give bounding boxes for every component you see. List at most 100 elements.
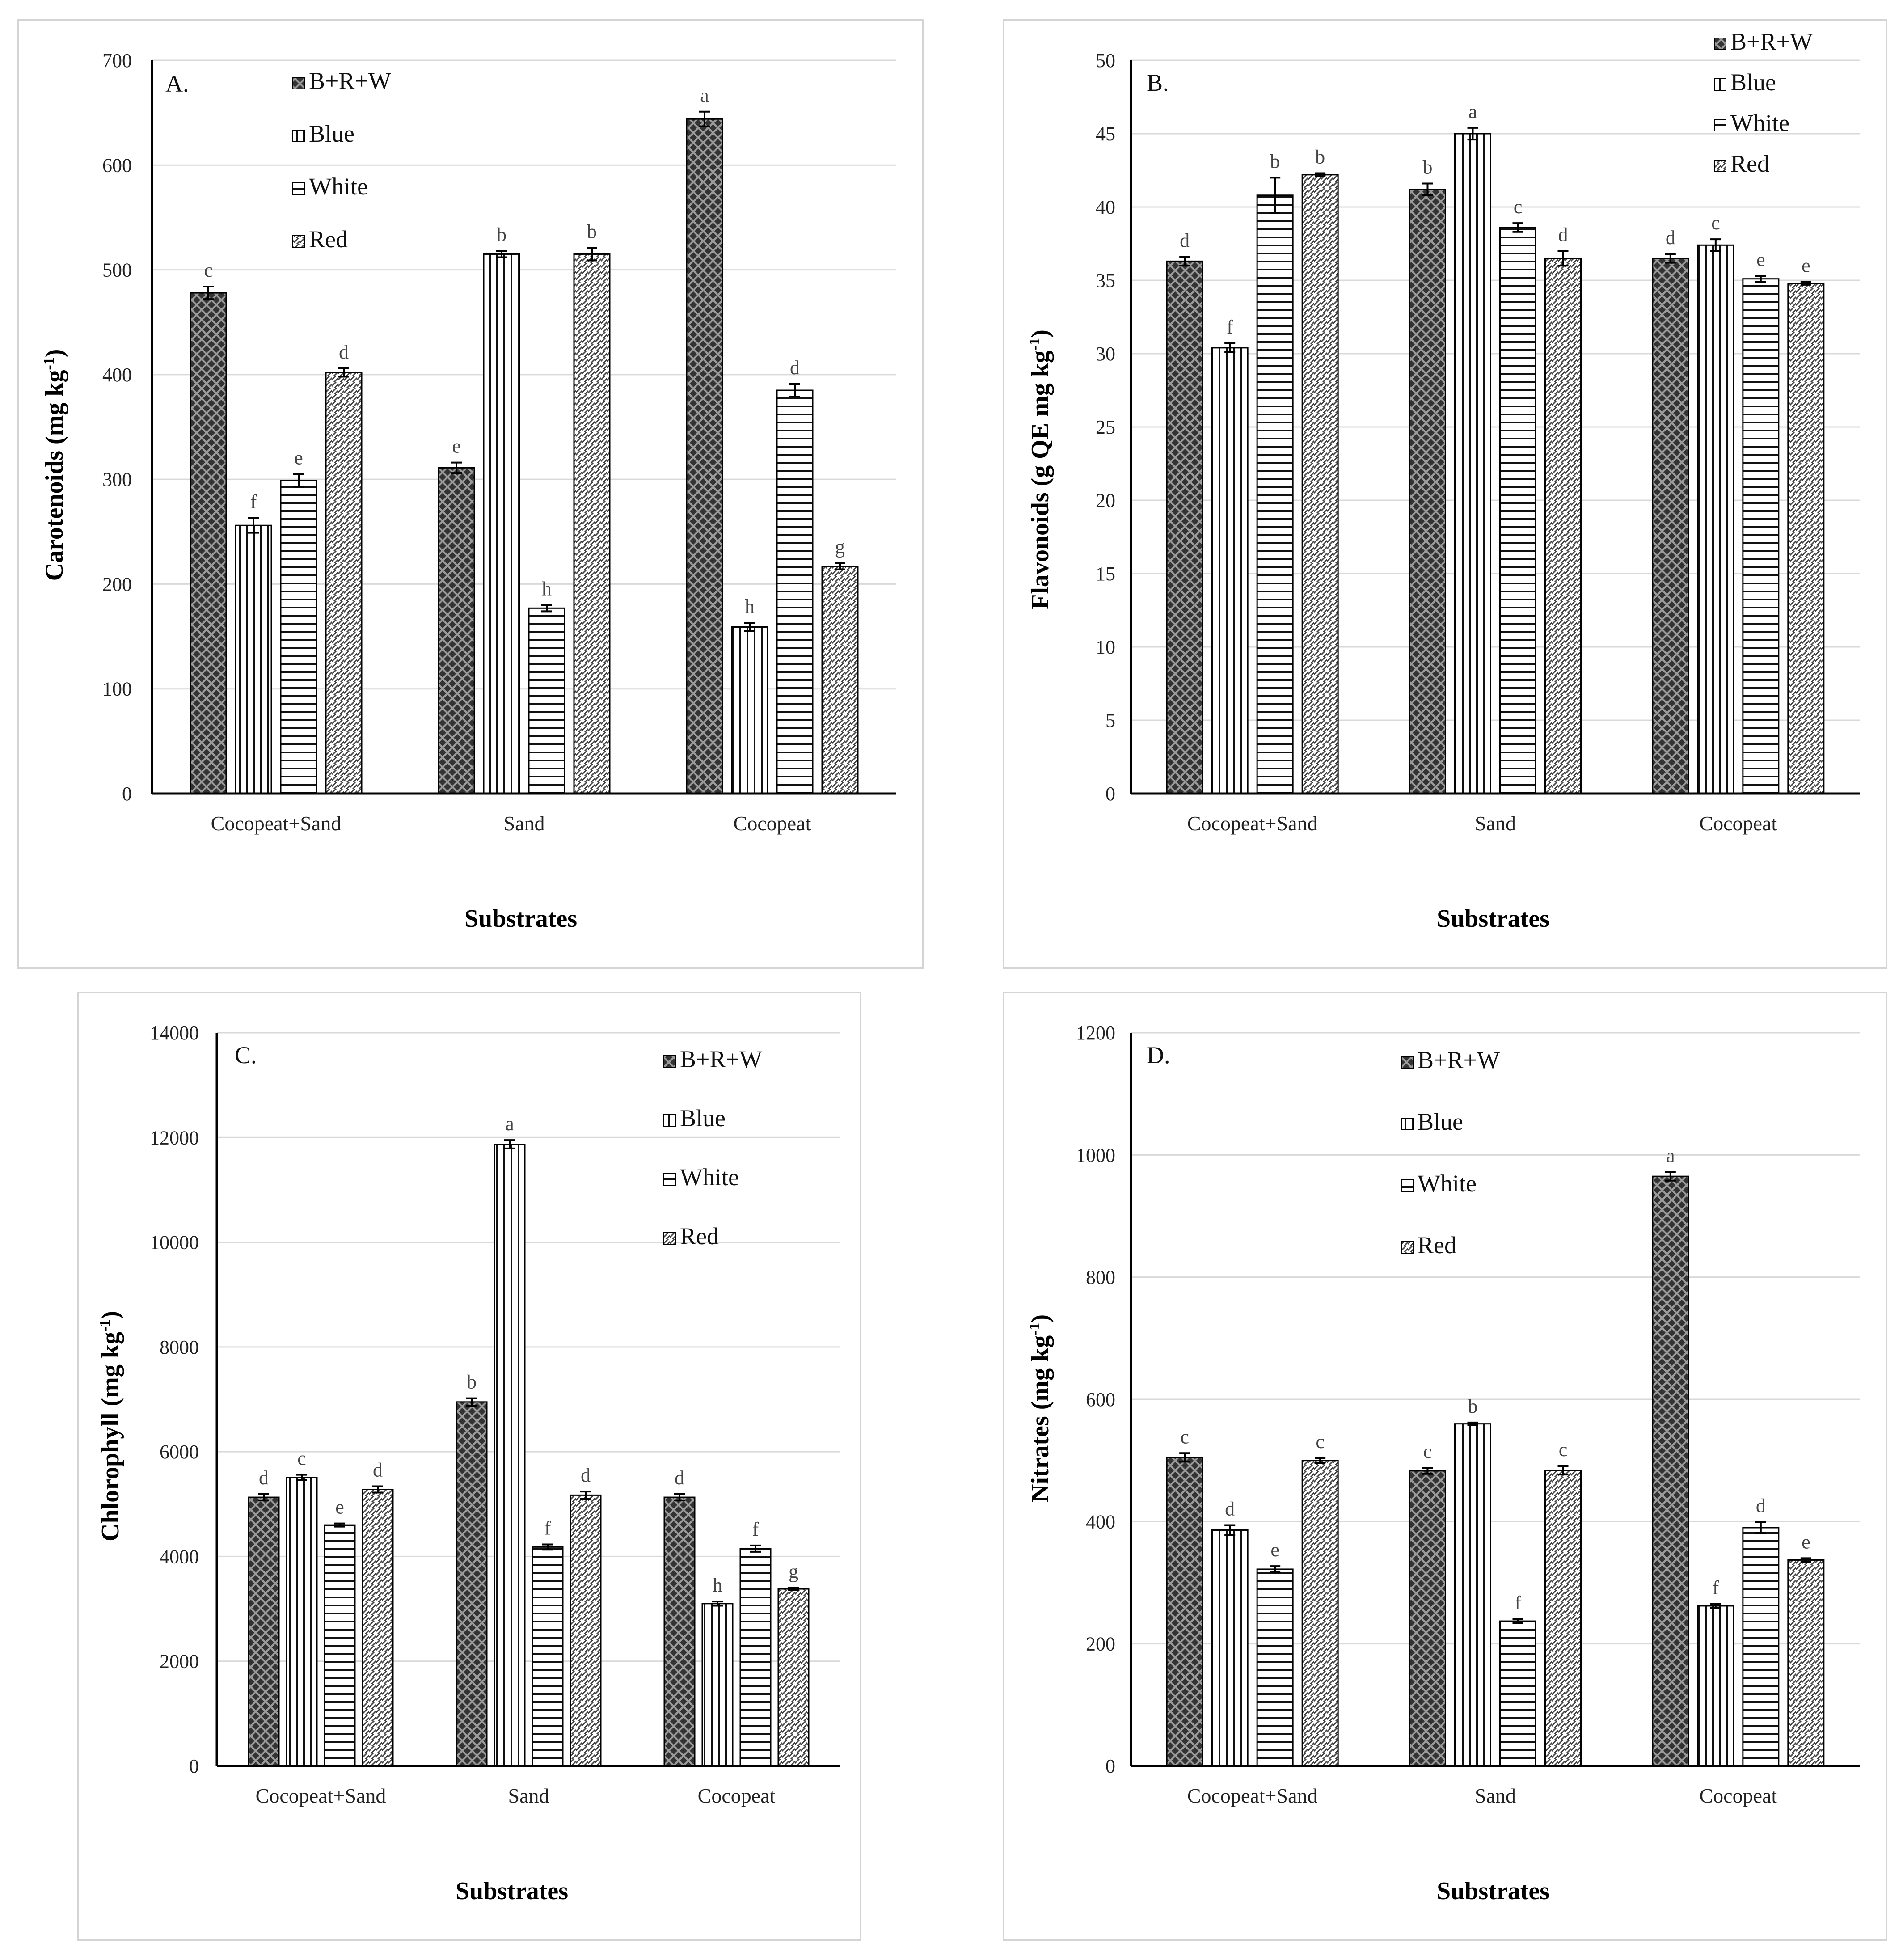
significance-letter: f <box>752 1518 759 1540</box>
y-axis-title-main: Carotenoids (mg kg <box>41 370 68 581</box>
y-axis-title-sup: -1 <box>41 357 57 370</box>
significance-letter: a <box>1666 1145 1675 1167</box>
legend: B+R+W Blue White Red <box>292 68 391 253</box>
y-tick-label: 1000 <box>1076 1144 1115 1166</box>
legend-label: Blue <box>1730 69 1776 96</box>
y-tick-label: 400 <box>102 364 132 386</box>
legend-label: Blue <box>309 120 354 147</box>
significance-letter: d <box>1225 1498 1235 1520</box>
y-ticks: 0 200 400 600 800 1000 1200 <box>1076 1022 1115 1777</box>
significance-letter: a <box>1468 101 1477 122</box>
significance-letter: f <box>1713 1577 1719 1599</box>
y-tick-label: 6000 <box>160 1441 199 1463</box>
bar <box>1454 1423 1491 1767</box>
bar <box>663 1496 696 1767</box>
bar <box>1166 1457 1203 1767</box>
bar <box>1787 1559 1825 1767</box>
chart-panel-b: 0 5 10 15 20 25 30 35 40 45 50 d f b b b a c d d c e e Cocope… <box>1003 19 1887 969</box>
y-axis-title: Chlorophyll (mg kg-1) <box>97 1311 124 1542</box>
legend-label: B+R+W <box>309 68 391 94</box>
significance-letter: c <box>1514 196 1523 218</box>
y-tick-label: 0 <box>122 783 132 805</box>
y-axis-title-main: Nitrates (mg kg <box>1026 1335 1054 1502</box>
bar <box>362 1488 394 1767</box>
legend-label: Red <box>680 1223 719 1250</box>
bar <box>1211 347 1249 794</box>
bar <box>280 479 317 794</box>
legend-swatch <box>292 235 305 248</box>
significance-letter: e <box>1756 249 1765 270</box>
legend-label: B+R+W <box>1418 1047 1500 1073</box>
significance-letter: g <box>789 1561 798 1583</box>
y-axis-title: Carotenoids (mg kg-1) <box>41 349 68 581</box>
legend: B+R+W Blue White Red <box>1401 1047 1500 1259</box>
significance-letter: c <box>1316 1431 1325 1453</box>
y-tick-label: 600 <box>102 154 132 176</box>
bars: c d e c c b f c a f d e <box>1166 1145 1825 1767</box>
bar <box>528 607 565 794</box>
x-tick-label: Sand <box>1475 1784 1516 1807</box>
bar <box>1544 1470 1582 1767</box>
x-ticks: Cocopeat+Sand Sand Cocopeat <box>1187 1784 1777 1807</box>
y-tick-label: 14000 <box>150 1022 199 1044</box>
x-tick-label: Cocopeat+Sand <box>256 1784 386 1807</box>
y-tick-label: 35 <box>1096 270 1115 291</box>
legend-label: Blue <box>1418 1108 1463 1135</box>
y-tick-label: 100 <box>102 678 132 700</box>
significance-letter: d <box>675 1467 684 1489</box>
significance-letter: b <box>1315 146 1325 168</box>
significance-letter: f <box>1227 316 1233 338</box>
bar <box>456 1401 488 1767</box>
significance-letter: b <box>497 224 506 245</box>
y-axis-title-end: ) <box>1026 1314 1054 1323</box>
significance-letter: c <box>297 1448 306 1470</box>
significance-letter: d <box>1180 230 1190 252</box>
bar <box>1652 258 1689 794</box>
panel-label: B. <box>1147 69 1169 96</box>
y-axis-title-end: ) <box>41 349 68 358</box>
bar <box>1256 1568 1294 1767</box>
legend-swatch <box>292 182 305 195</box>
legend-swatch <box>292 77 305 89</box>
y-tick-label: 0 <box>1106 1755 1115 1777</box>
significance-letter: e <box>452 435 461 457</box>
x-axis-title: Substrates <box>464 905 577 933</box>
bar <box>483 253 520 794</box>
significance-letter: b <box>587 220 597 242</box>
bar <box>1211 1529 1249 1767</box>
y-tick-label: 12000 <box>150 1127 199 1149</box>
y-axis-title-end: ) <box>1026 329 1054 338</box>
x-ticks: Cocopeat+Sand Sand Cocopeat <box>1187 812 1777 835</box>
y-tick-label: 20 <box>1096 490 1115 511</box>
y-tick-label: 15 <box>1096 563 1115 585</box>
chart-panel-a: 0 100 200 300 400 500 600 700 c f e d e b h b a h d g Coco… <box>17 19 924 969</box>
significance-letter: h <box>745 596 755 617</box>
gridlines <box>152 59 896 690</box>
x-tick-label: Cocopeat+Sand <box>211 812 342 835</box>
gridlines <box>217 1032 840 1662</box>
significance-letter: h <box>713 1574 722 1596</box>
y-tick-label: 10 <box>1096 636 1115 658</box>
legend-label: B+R+W <box>680 1046 762 1073</box>
bar <box>438 467 475 794</box>
y-tick-label: 600 <box>1086 1389 1115 1411</box>
bar <box>1652 1175 1689 1767</box>
significance-letter: e <box>1270 1539 1279 1561</box>
legend-swatch <box>1401 1118 1414 1130</box>
bar <box>1499 1620 1536 1767</box>
significance-letter: d <box>1558 224 1568 245</box>
y-tick-label: 4000 <box>160 1546 199 1567</box>
bar <box>532 1546 564 1767</box>
legend-label: Blue <box>680 1105 726 1132</box>
significance-letter: d <box>1666 227 1675 249</box>
significance-letter: c <box>1180 1426 1189 1448</box>
x-tick-label: Sand <box>508 1784 549 1807</box>
panel-label: C. <box>235 1042 257 1069</box>
y-axis-title: Flavonoids (g QE mg kg-1) <box>1026 329 1054 609</box>
x-ticks: Cocopeat+Sand Sand Cocopeat <box>256 1784 776 1807</box>
y-axis-title-main: Flavonoids (g QE mg kg <box>1026 351 1054 609</box>
panel-frame <box>1003 992 1887 1941</box>
y-ticks: 0 2000 4000 6000 8000 10000 12000 14000 <box>150 1022 199 1777</box>
legend-label: B+R+W <box>1730 28 1813 55</box>
chart-panel-c: 0 2000 4000 6000 8000 10000 12000 14000 d c e d b a f… <box>77 992 861 1941</box>
